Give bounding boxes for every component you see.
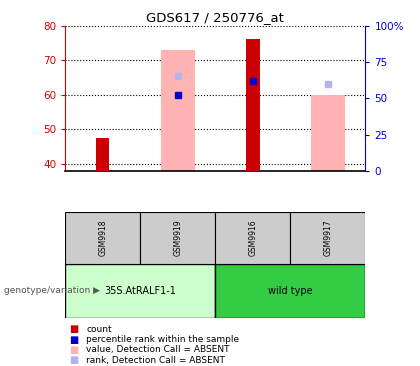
FancyBboxPatch shape (215, 264, 365, 318)
Bar (311, 95, 345, 171)
Text: GSM9917: GSM9917 (323, 220, 332, 256)
Title: GDS617 / 250776_at: GDS617 / 250776_at (146, 11, 284, 25)
Bar (161, 50, 194, 171)
Text: wild type: wild type (268, 286, 312, 296)
Text: ■: ■ (69, 345, 78, 355)
Text: ■: ■ (69, 355, 78, 365)
Text: percentile rank within the sample: percentile rank within the sample (86, 335, 239, 344)
Text: ■: ■ (69, 335, 78, 345)
FancyBboxPatch shape (65, 264, 215, 318)
Text: value, Detection Call = ABSENT: value, Detection Call = ABSENT (86, 346, 230, 354)
FancyBboxPatch shape (140, 212, 215, 264)
Text: GSM9918: GSM9918 (98, 220, 107, 256)
FancyBboxPatch shape (290, 212, 365, 264)
Text: ■: ■ (69, 324, 78, 335)
Text: count: count (86, 325, 112, 334)
Text: 35S.AtRALF1-1: 35S.AtRALF1-1 (104, 286, 176, 296)
Text: genotype/variation ▶: genotype/variation ▶ (4, 287, 100, 295)
Bar (96, 138, 109, 171)
Text: GSM9916: GSM9916 (248, 220, 257, 256)
Text: GSM9919: GSM9919 (173, 220, 182, 256)
FancyBboxPatch shape (65, 212, 140, 264)
FancyBboxPatch shape (215, 212, 290, 264)
Bar (246, 40, 260, 171)
Text: rank, Detection Call = ABSENT: rank, Detection Call = ABSENT (86, 356, 225, 365)
